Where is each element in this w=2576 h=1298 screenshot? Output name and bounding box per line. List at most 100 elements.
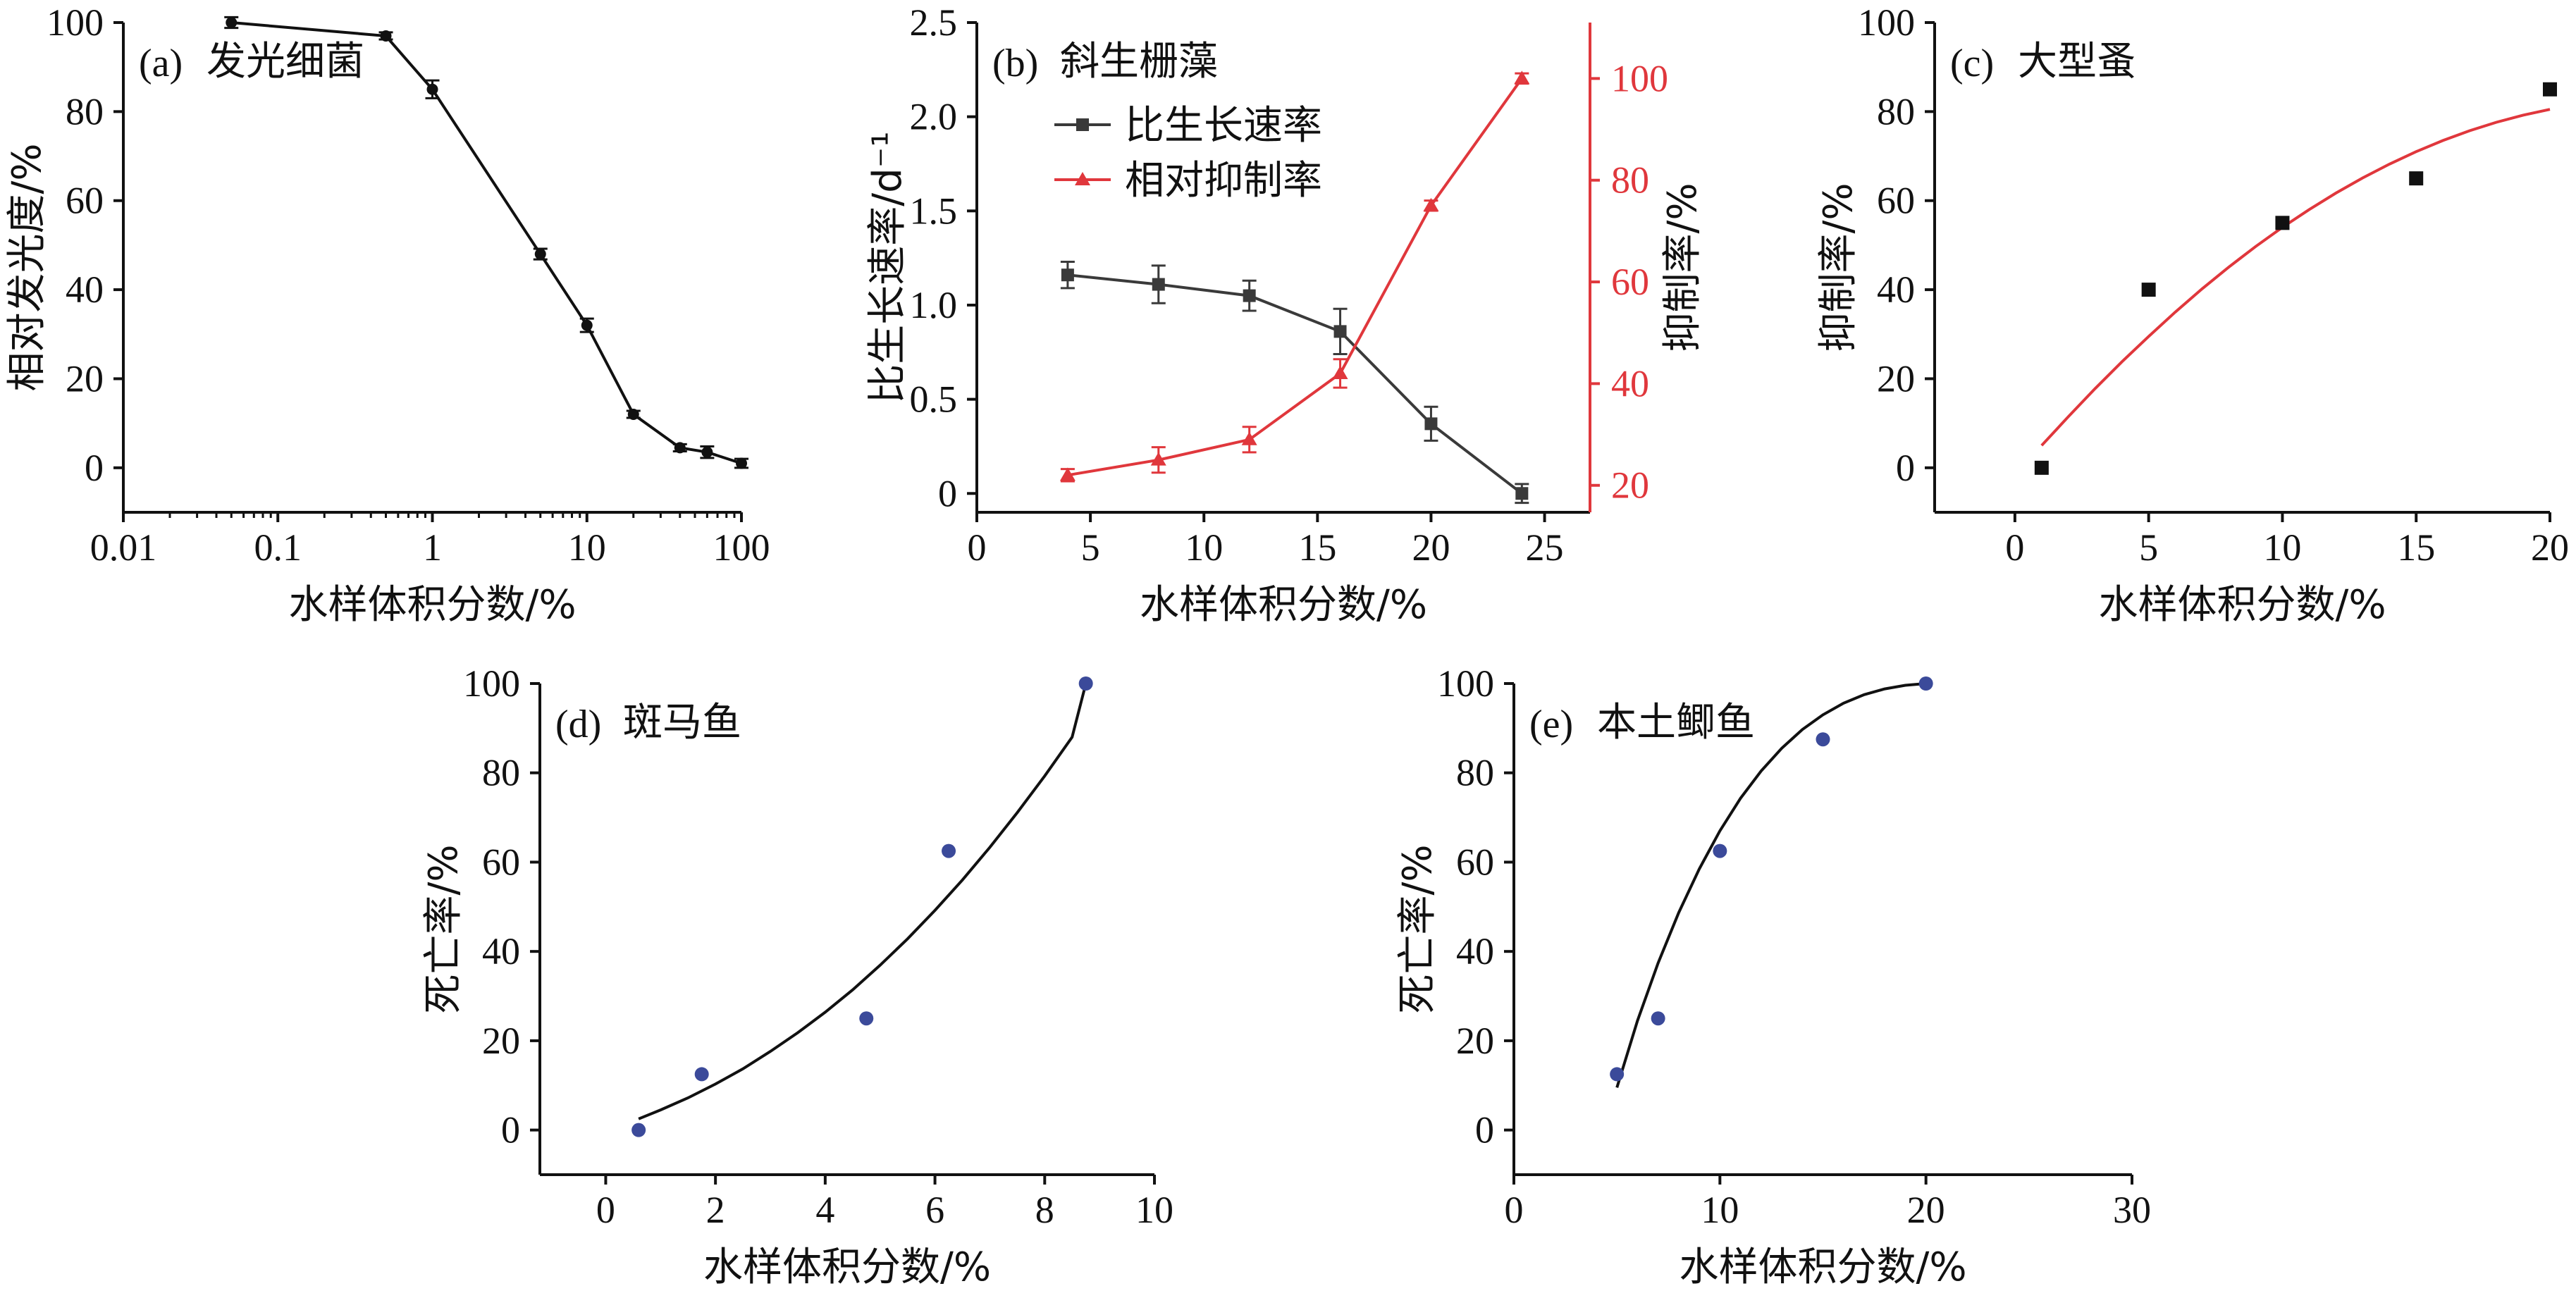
x-tick-label: 6 xyxy=(925,1189,944,1231)
right-y-tick-label: 20 xyxy=(1611,464,1649,507)
panel-label: (d) xyxy=(555,703,601,746)
series-line xyxy=(1067,78,1523,477)
x-tick-label: 10 xyxy=(1701,1189,1739,1231)
panel-label: (e) xyxy=(1529,703,1573,746)
panel-label: (c) xyxy=(1950,42,1994,85)
x-tick-label: 10 xyxy=(2263,526,2301,569)
y-tick-label: 100 xyxy=(1437,662,1494,705)
y-tick-label: 0 xyxy=(1896,447,1915,489)
data-point xyxy=(581,319,593,331)
panel-label: (b) xyxy=(992,42,1038,85)
data-point xyxy=(1424,417,1438,431)
legend-marker xyxy=(1076,118,1089,131)
x-tick-label: 10 xyxy=(1185,526,1223,569)
panel-title: 斑马鱼 xyxy=(623,700,741,746)
y-tick-label: 40 xyxy=(482,930,520,972)
x-tick-label: 5 xyxy=(1081,526,1100,569)
y-tick-label: 2.5 xyxy=(910,1,958,44)
panel-title: 本土鲫鱼 xyxy=(1597,700,1755,746)
data-point xyxy=(1610,1067,1625,1082)
x-tick-label: 25 xyxy=(1526,526,1564,569)
x-tick-label: 0 xyxy=(596,1189,615,1231)
y-tick-label: 2.0 xyxy=(910,96,958,138)
y-tick-label: 0 xyxy=(1475,1109,1494,1151)
data-point xyxy=(859,1011,874,1026)
y-tick-label: 20 xyxy=(1456,1020,1494,1062)
x-tick-label: 15 xyxy=(1298,526,1336,569)
x-axis-title: 水样体积分数/% xyxy=(1140,582,1427,628)
data-point xyxy=(2543,82,2557,97)
y-axis-title: 死亡率/% xyxy=(1395,844,1441,1013)
x-tick-label: 0 xyxy=(2005,526,2024,569)
data-point xyxy=(1061,268,1074,282)
x-tick-label: 20 xyxy=(1907,1189,1945,1231)
legend-label: 比生长速率 xyxy=(1125,103,1322,149)
y-axis-title: 抑制率/% xyxy=(1816,183,1861,352)
right-y-tick-label: 100 xyxy=(1611,57,1668,99)
fit-curve xyxy=(638,683,1087,1120)
x-axis-title: 水样体积分数/% xyxy=(1679,1244,1966,1290)
legend-label: 相对抑制率 xyxy=(1125,158,1322,204)
x-tick-label: 0.1 xyxy=(254,526,302,569)
y-tick-label: 0 xyxy=(501,1109,520,1151)
data-point xyxy=(1423,197,1439,211)
panel-title: 斜生栅藻 xyxy=(1060,39,1218,85)
x-tick-label: 2 xyxy=(706,1189,725,1231)
panel-title: 发光细菌 xyxy=(207,39,364,85)
data-point xyxy=(1651,1011,1665,1026)
data-point xyxy=(426,83,438,95)
data-point xyxy=(2034,460,2049,475)
right-y-tick-label: 60 xyxy=(1611,261,1649,303)
data-point xyxy=(1241,431,1257,445)
data-point xyxy=(1150,452,1166,466)
series-line xyxy=(231,21,742,465)
legend-marker xyxy=(1075,172,1090,185)
y-tick-label: 60 xyxy=(1456,841,1494,883)
y-axis-title: 比生长速率/d⁻¹ xyxy=(865,131,911,403)
data-point xyxy=(942,843,956,858)
x-tick-label: 0 xyxy=(1505,1189,1524,1231)
data-point xyxy=(380,30,392,42)
y-tick-label: 100 xyxy=(47,1,104,44)
y-tick-label: 1.5 xyxy=(910,190,958,232)
data-point xyxy=(1514,70,1530,85)
data-point xyxy=(674,442,686,454)
y-tick-label: 0 xyxy=(938,472,957,514)
data-point xyxy=(1059,467,1076,481)
y-tick-label: 0 xyxy=(85,447,104,489)
series-line xyxy=(1067,273,1523,495)
data-point xyxy=(226,17,238,28)
panel-a-relative-luminescence-chart: 0.01 0.1 1 10 100 0 20 40 60 80 100 水样体积分数/% 相对发光度/%… xyxy=(4,1,770,628)
data-point xyxy=(1333,325,1347,338)
x-axis-title: 水样体积分数/% xyxy=(288,582,576,628)
data-point xyxy=(1515,487,1529,500)
y-axis-title: 相对发光度/% xyxy=(4,143,50,391)
x-tick-label: 20 xyxy=(2531,526,2569,569)
y-tick-label: 80 xyxy=(482,752,520,794)
fit-curve xyxy=(1615,682,1926,1088)
data-point xyxy=(2275,216,2290,230)
panel-title: 大型蚤 xyxy=(2018,39,2136,85)
panel-e-crucian-carp-mortality-chart: 0 10 20 30 0 20 40 60 80 100 水样体积分数/% 死亡率/% (e) 本土鲫鱼 xyxy=(1395,662,2151,1290)
right-y-axis-title: 抑制率/% xyxy=(1660,183,1706,352)
data-point xyxy=(694,1067,709,1082)
x-tick-label: 4 xyxy=(815,1189,834,1231)
x-tick-label: 1 xyxy=(423,526,442,569)
x-tick-label: 8 xyxy=(1035,1189,1054,1231)
x-tick-label: 30 xyxy=(2113,1189,2151,1231)
y-tick-label: 100 xyxy=(463,662,520,705)
panel-b-growth-rate-chart: 0 5 10 15 20 25 0 0.5 1.0 1.5 2.0 2.5 20 40 60 80 100 水样体… xyxy=(865,1,1706,628)
data-point xyxy=(736,457,747,469)
panel-label: (a) xyxy=(139,42,183,85)
y-tick-label: 40 xyxy=(1877,268,1915,311)
data-point xyxy=(1243,289,1256,302)
y-tick-label: 1.0 xyxy=(910,284,958,326)
data-point xyxy=(1918,676,1933,691)
x-axis-title: 水样体积分数/% xyxy=(703,1244,991,1290)
data-point xyxy=(2141,283,2156,297)
y-tick-label: 60 xyxy=(482,841,520,883)
y-tick-label: 20 xyxy=(482,1020,520,1062)
x-tick-label: 100 xyxy=(713,526,770,569)
